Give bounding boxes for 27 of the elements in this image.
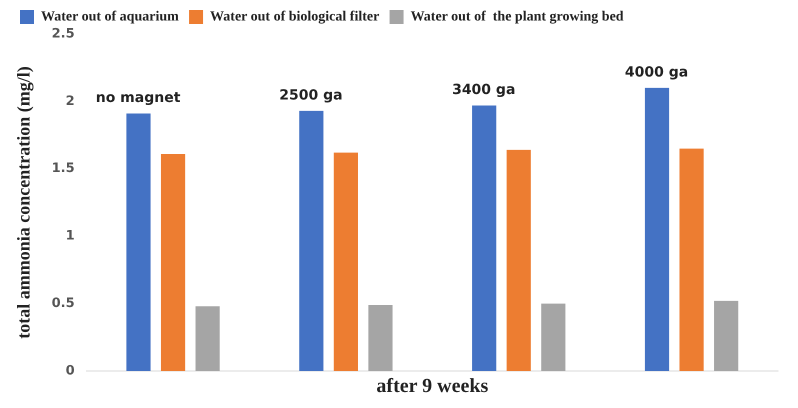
bar [472,105,496,371]
y-tick-label: 0 [66,363,75,378]
x-axis-title: after 9 weeks [376,375,488,398]
bar [541,304,566,371]
bar [644,88,670,371]
y-tick-label: 2.5 [52,26,75,42]
bar [126,114,151,371]
y-tick-label: 1 [66,228,75,244]
x-tick-label: 3400 ga [452,82,516,98]
bar [714,300,738,371]
legend-label: Water out of the plant growing bed [410,10,624,25]
legend-label: Water out of aquarium [41,10,180,25]
bar [196,306,220,371]
bar [679,148,704,371]
x-tick-label: 2500 ga [279,87,343,104]
x-tick-label: 4000 ga [624,64,688,81]
y-tick-label: 2 [66,94,75,109]
bar [334,152,358,371]
x-tick-label: no magnet [96,90,181,106]
bar [299,110,324,371]
bar [160,154,186,371]
y-tick-label: 1.5 [52,161,75,176]
bar [368,304,393,371]
bar [506,150,531,371]
legend-label: Water out of biological filter [210,10,380,25]
y-tick-label: 0.5 [52,296,75,311]
y-axis-title: total ammonia concentration (mg/l) [13,66,34,339]
